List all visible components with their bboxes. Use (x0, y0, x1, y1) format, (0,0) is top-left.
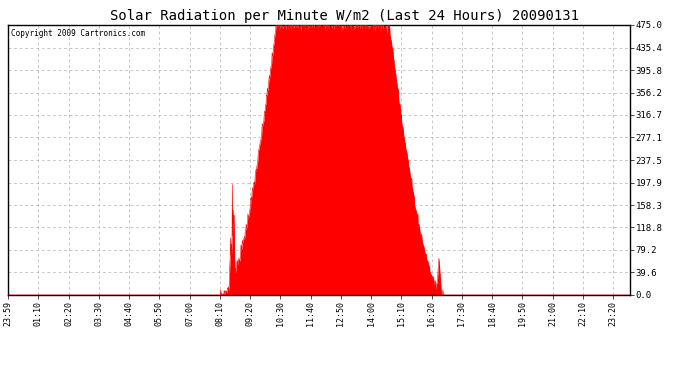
Text: Copyright 2009 Cartronics.com: Copyright 2009 Cartronics.com (11, 29, 145, 38)
Text: Solar Radiation per Minute W/m2 (Last 24 Hours) 20090131: Solar Radiation per Minute W/m2 (Last 24… (110, 9, 580, 23)
